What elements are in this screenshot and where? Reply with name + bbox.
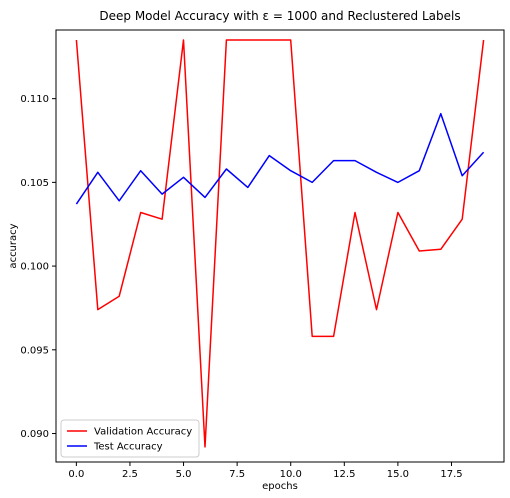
x-tick-label: 0.0 [68,469,84,480]
y-tick-label: 0.105 [20,178,49,189]
x-axis-label: epochs [262,481,298,492]
x-tick-label: 17.5 [440,469,462,480]
y-tick-label: 0.095 [20,345,49,356]
x-tick-label: 5.0 [176,469,192,480]
series-line-1 [75,112,485,205]
legend: Validation Accuracy Test Accuracy [60,419,200,458]
x-axis: 0.0 2.5 5.0 7.5 10.0 12.5 15.0 17.5 [68,462,463,480]
x-tick-label: 10.0 [280,469,302,480]
y-tick-label: 0.090 [20,429,49,440]
plot-area [75,39,485,448]
y-axis: 0.090 0.095 0.100 0.105 0.110 [20,94,56,440]
x-tick-label: 12.5 [333,469,355,480]
y-tick-label: 0.100 [20,262,49,273]
legend-label: Validation Accuracy [94,427,192,438]
y-tick-label: 0.110 [20,94,49,105]
x-tick-label: 2.5 [122,469,138,480]
plot-frame [55,29,505,463]
legend-box [60,419,200,458]
x-tick-label: 7.5 [229,469,245,480]
legend-label: Test Accuracy [93,442,163,453]
series-line-0 [75,39,485,448]
x-tick-label: 15.0 [387,469,409,480]
chart-title: Deep Model Accuracy with ε = 1000 and Re… [99,9,460,23]
y-axis-label: accuracy [8,223,19,268]
